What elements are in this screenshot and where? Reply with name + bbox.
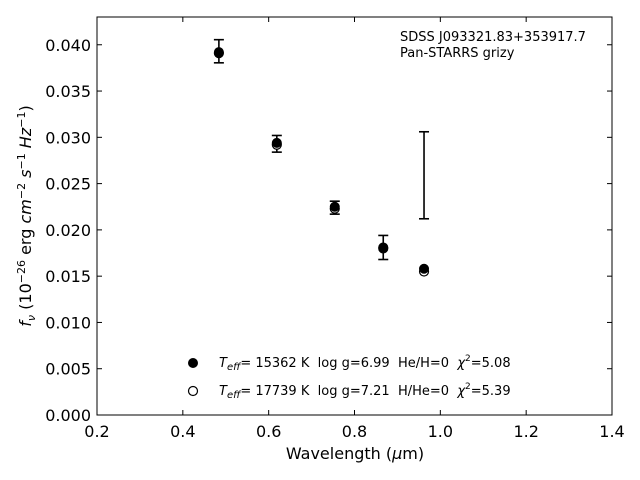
y-tick-label: 0.030: [45, 128, 91, 147]
y-tick-label: 0.000: [45, 406, 91, 425]
y-tick-label: 0.005: [45, 360, 91, 379]
y-tick-label: 0.040: [45, 36, 91, 55]
x-tick-label: 0.8: [342, 422, 367, 441]
x-tick-label: 1.0: [428, 422, 453, 441]
legend-label-2: Teff= 17739 K log g=7.21 H/He=0 χ2=5.39: [219, 382, 511, 401]
legend: Teff= 15362 K log g=6.99 He/H=0 χ2=5.08 …: [187, 354, 511, 401]
x-tick-label: 1.2: [513, 422, 538, 441]
plot-frame: [96, 16, 613, 416]
x-tick-label: 0.2: [84, 422, 109, 441]
legend-marker-open: [187, 385, 199, 397]
y-tick-label: 0.015: [45, 267, 91, 286]
legend-marker-filled: [188, 358, 198, 368]
x-tick-label: 1.4: [599, 422, 624, 441]
y-tick-label: 0.025: [45, 175, 91, 194]
axis-ticks: 0.2 0.4 0.6 0.8 1.0 1.2 1.4 0.000 0.005 0.010 0.01…: [45, 17, 625, 441]
model-point-filled: [271, 137, 282, 148]
y-tick-label: 0.020: [45, 221, 91, 240]
annotation-survey-name: Pan-STARRS grizy: [400, 46, 515, 61]
model-point-filled: [378, 242, 389, 253]
y-tick-label: 0.035: [45, 82, 91, 101]
x-axis-label: Wavelength (μm): [286, 444, 424, 463]
model-point-filled: [329, 201, 340, 212]
x-tick-label: 0.4: [170, 422, 195, 441]
x-tick-label: 0.6: [256, 422, 281, 441]
model-point-filled: [419, 263, 430, 274]
y-tick-label: 0.010: [45, 313, 91, 332]
y-axis-label: fν (10−26 erg cm−2 s−1 Hz−1): [15, 105, 38, 326]
plot-marks: [213, 38, 430, 277]
legend-label-1: Teff= 15362 K log g=6.99 He/H=0 χ2=5.08: [219, 354, 511, 373]
model-point-filled: [213, 47, 224, 58]
annotation-object-name: SDSS J093321.83+353917.7: [400, 30, 586, 45]
